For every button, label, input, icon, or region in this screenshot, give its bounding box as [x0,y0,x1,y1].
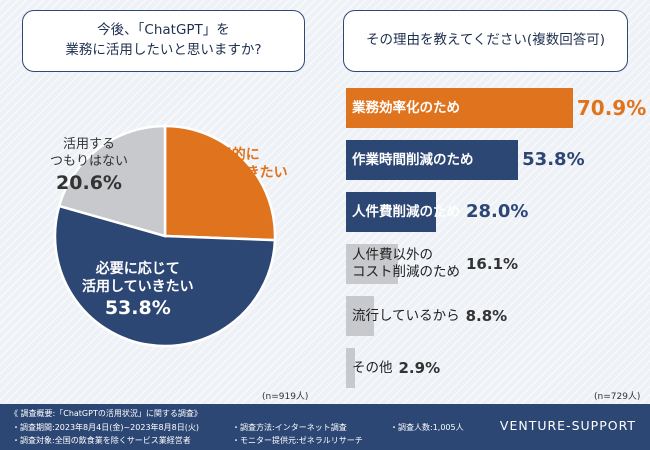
pie-slice-as-needed [53,204,277,348]
bar-value-trend: 8.8% [465,306,508,325]
bar-label-other-line1: その他 [352,359,393,376]
bar-label-other-cost-line2: コスト削減のため [352,264,460,280]
bar-sample-size: (n=729人) [594,392,641,402]
bar-value-other-cost: 16.1% [466,254,519,273]
pie-label-no-intention-line2: つもりはない [50,153,129,169]
bar-efficiency [346,88,573,128]
footer-overview: 《 調査概要:「ChatGPTの活用状況」に関する調査》 [10,409,202,418]
footer-provider: ・モニター提供元:ゼネラルリサーチ [232,436,363,445]
pie-label-active: 積極的に 活用していきたい 25.6% [176,146,288,207]
pie-slice-active [163,124,277,242]
bar-label-time-saving-line1: 作業時間削減のため [352,151,474,168]
pie-label-active-line1: 積極的に [203,147,260,163]
bar-label-labor-cost-line1: 人件費削減のため [352,203,460,220]
bar-label-labor-cost: 人件費削減のため [352,192,460,232]
footer-method: ・調査方法:インターネット調査 [232,423,347,432]
bar-question-text: その理由を教えてください(複数回答可) [366,32,605,49]
bar-label-trend-line1: 流行しているから [352,307,460,324]
pie-label-no-intention-pct: 20.6% [56,171,122,194]
bar-labor-cost [346,192,436,232]
pie-label-no-intention: 活用する つもりはない 20.6% [50,137,128,195]
bar-time-saving [346,140,519,180]
bar-value-efficiency: 70.9% [576,95,647,120]
bar-label-other-cost: 人件費以外の コスト削減のため [352,244,460,284]
bar-value-other: 2.9% [398,358,441,377]
footer-period: ・調査期間:2023年8月4日(金)~2023年8月8日(火) [12,423,199,432]
pie-label-active-line2: 活用していきたい [176,165,288,182]
pie-question-line2: 業務に活用したいと思いますか? [65,42,262,58]
pie-question-box: 今後、「ChatGPT」を 業務に活用したいと思いますか? [22,10,305,72]
brand-logo-text: VENTURE-SUPPORT [499,418,636,433]
bar-value-labor-cost: 28.0% [466,200,529,222]
bar-label-efficiency: 業務効率化のため [352,88,460,128]
pie-label-as-needed: 必要に応じて 活用していきたい 53.8% [82,260,194,321]
pie-label-no-intention-line1: 活用する [63,137,116,152]
footer-count: ・調査人数:1,005人 [390,423,464,432]
pie-slice-no-intention [57,124,167,238]
bar-label-trend: 流行しているから [352,296,460,336]
bar-question-box: その理由を教えてください(複数回答可) [343,10,628,72]
bar-label-efficiency-line1: 業務効率化のため [352,99,460,116]
pie-question-line1: 今後、「ChatGPT」を [97,22,230,39]
survey-footer: 《 調査概要:「ChatGPTの活用状況」に関する調査》 ・調査期間:2023年… [0,404,650,450]
bar-other [346,348,356,388]
bar-other-cost [346,244,398,284]
pie-sample-size: (n=919人) [262,392,309,402]
pie-chart [53,124,277,348]
pie-label-as-needed-pct: 53.8% [104,297,171,320]
bar-label-other: その他 [352,348,393,388]
bar-label-other-cost-line1: 人件費以外の [352,247,433,264]
bar-label-time-saving: 作業時間削減のため [352,140,474,180]
bar-trend [346,296,375,336]
footer-target: ・調査対象:全国の飲食業を除くサービス業経営者 [12,436,191,445]
pie-label-as-needed-line1: 必要に応じて [95,261,180,277]
pie-label-active-pct: 25.6% [198,183,265,206]
pie-label-as-needed-line2: 活用していきたい [82,279,194,296]
bar-value-time-saving: 53.8% [522,148,585,170]
